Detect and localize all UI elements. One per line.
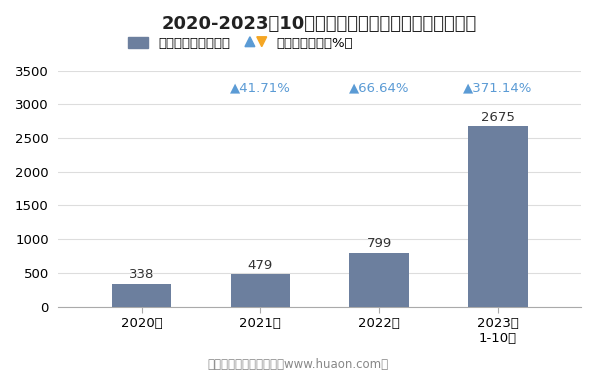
Bar xyxy=(112,284,171,307)
Text: ▲371.14%: ▲371.14% xyxy=(463,81,533,94)
Bar xyxy=(468,126,527,307)
Text: ▲41.71%: ▲41.71% xyxy=(230,81,291,94)
Title: 2020-2023年10月郑州商品交易所菜籽粕期权成交量: 2020-2023年10月郑州商品交易所菜籽粕期权成交量 xyxy=(162,15,477,33)
Text: 799: 799 xyxy=(367,237,392,250)
Bar xyxy=(349,253,409,307)
Text: 2675: 2675 xyxy=(481,111,515,124)
Text: 479: 479 xyxy=(248,259,273,272)
Text: 338: 338 xyxy=(129,268,154,281)
Legend: 期权成交量（万手）, 累计同比增长（%）: 期权成交量（万手）, 累计同比增长（%） xyxy=(128,37,353,50)
Text: ▲66.64%: ▲66.64% xyxy=(349,81,409,94)
Bar xyxy=(231,274,290,307)
Text: 制图：华经产业研究院（www.huaon.com）: 制图：华经产业研究院（www.huaon.com） xyxy=(207,358,389,371)
